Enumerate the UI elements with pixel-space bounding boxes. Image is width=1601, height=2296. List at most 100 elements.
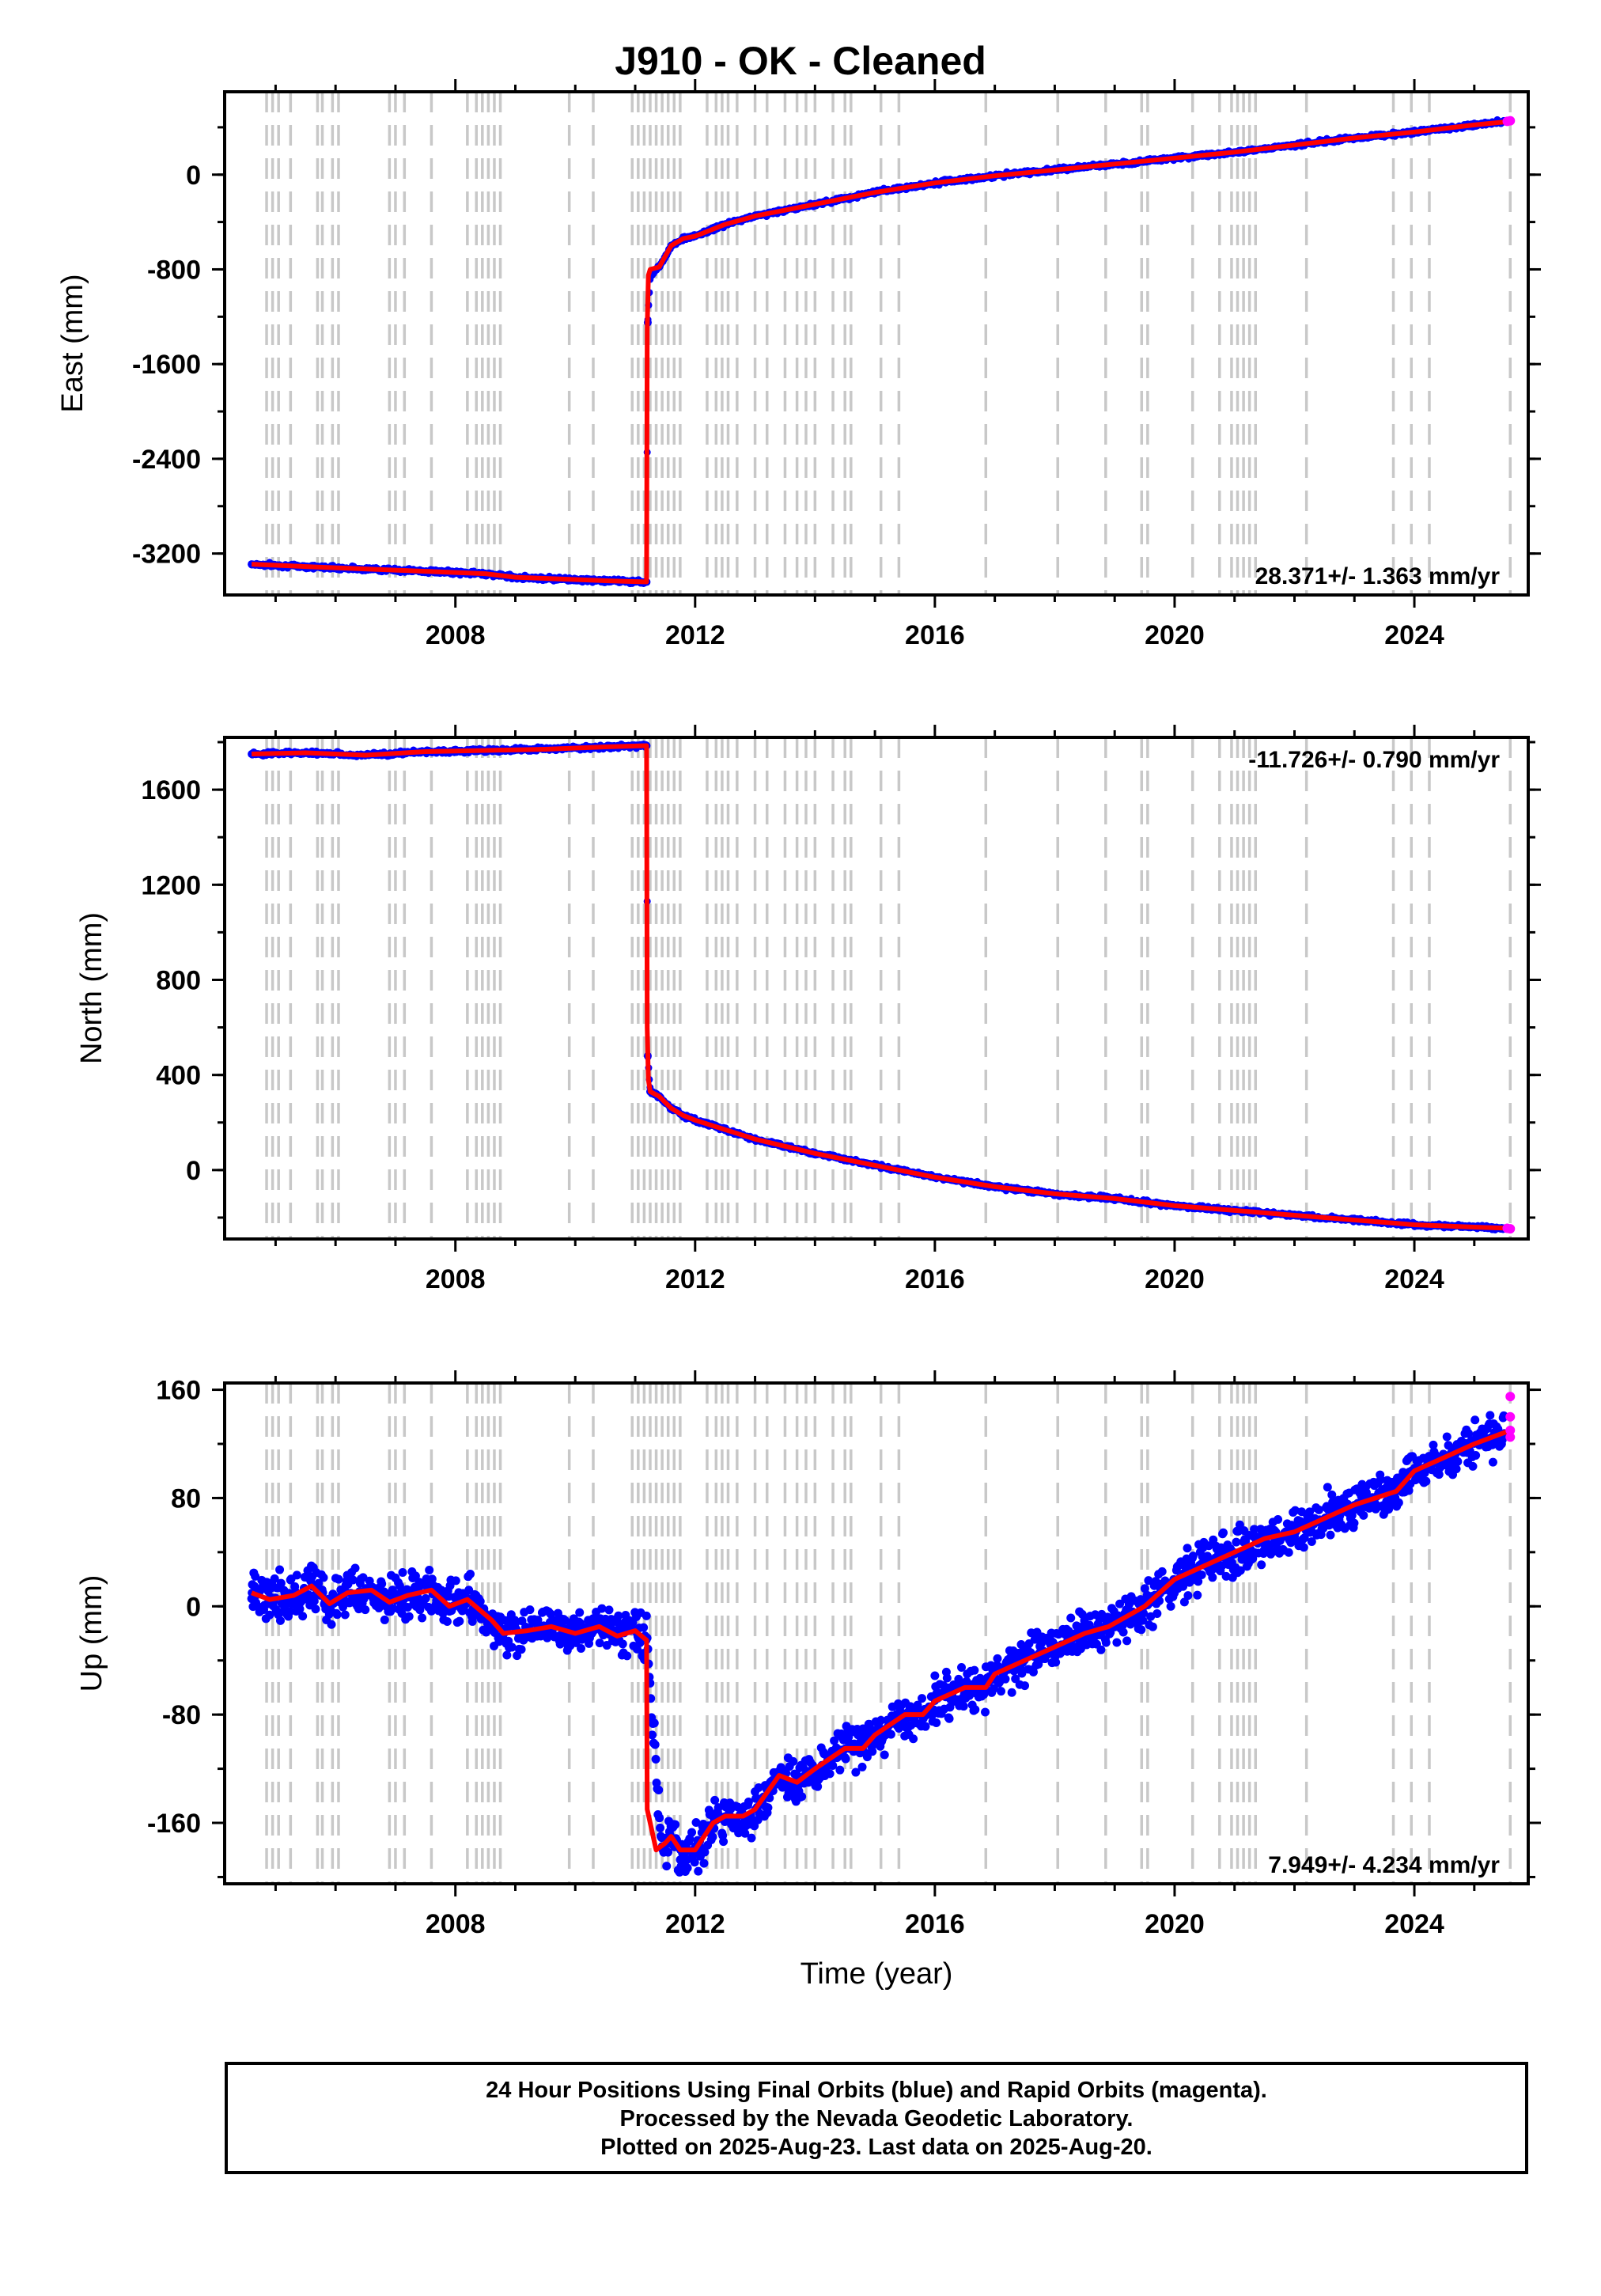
x-tick-label: 2020 bbox=[1145, 620, 1205, 650]
final-orbit-point bbox=[455, 1616, 464, 1626]
y-tick-label: 800 bbox=[156, 965, 201, 995]
final-orbit-point bbox=[597, 1604, 607, 1613]
y-tick-label: 400 bbox=[156, 1061, 201, 1091]
final-orbit-point bbox=[1020, 1681, 1030, 1691]
final-orbit-point bbox=[265, 1610, 274, 1620]
y-axis-label-north: North (mm) bbox=[75, 912, 108, 1064]
final-orbit-point bbox=[421, 1593, 430, 1603]
final-orbit-point bbox=[595, 1639, 604, 1648]
page-title: J910 - OK - Cleaned bbox=[615, 39, 986, 83]
final-orbit-point bbox=[719, 1837, 729, 1847]
final-orbit-point bbox=[648, 1730, 657, 1740]
final-orbit-point bbox=[577, 1643, 586, 1653]
final-orbit-point bbox=[418, 1613, 427, 1623]
final-orbit-point bbox=[789, 1756, 798, 1766]
final-orbit-point bbox=[525, 1605, 535, 1615]
final-orbit-point bbox=[880, 1750, 889, 1760]
final-orbit-point bbox=[614, 1611, 623, 1620]
final-orbit-point bbox=[959, 1702, 968, 1711]
final-orbit-point bbox=[957, 1663, 967, 1673]
final-orbit-point bbox=[942, 1673, 952, 1683]
final-orbit-point bbox=[442, 1616, 452, 1626]
x-tick-label: 2012 bbox=[665, 620, 725, 650]
final-orbit-point bbox=[639, 1623, 649, 1632]
final-orbit-point bbox=[1007, 1688, 1016, 1697]
final-orbit-point bbox=[649, 1718, 659, 1728]
step-lines-up bbox=[265, 1383, 1512, 1884]
final-orbit-point bbox=[713, 1803, 723, 1813]
final-orbit-point bbox=[494, 1637, 504, 1646]
final-orbit-point bbox=[841, 1754, 850, 1764]
final-orbit-point bbox=[275, 1616, 285, 1625]
final-orbit-point bbox=[913, 1700, 922, 1710]
final-orbit-point bbox=[835, 1765, 845, 1775]
final-orbit-point bbox=[285, 1607, 294, 1616]
final-orbit-point bbox=[700, 1847, 710, 1857]
final-orbit-point bbox=[475, 1597, 485, 1606]
final-orbit-point bbox=[763, 1803, 773, 1813]
y-tick-label: 0 bbox=[186, 161, 201, 191]
rapid-orbits-series-north bbox=[1502, 1223, 1516, 1234]
plot-frame-east bbox=[223, 90, 1530, 597]
final-orbit-point bbox=[292, 1570, 301, 1580]
final-orbit-point bbox=[744, 1798, 753, 1807]
step-lines-east bbox=[265, 92, 1512, 595]
y-tick-label: -3200 bbox=[132, 540, 201, 570]
final-orbit-point bbox=[319, 1573, 328, 1582]
final-orbit-point bbox=[656, 1823, 665, 1832]
rapid-orbits-series-east bbox=[1502, 116, 1516, 127]
plot-frame-north bbox=[223, 736, 1530, 1241]
final-orbit-point bbox=[348, 1575, 358, 1585]
y-tick-label: -1600 bbox=[132, 350, 201, 380]
final-orbit-point bbox=[361, 1605, 370, 1615]
velocity-rate-label-north: -11.726+/- 0.790 mm/yr bbox=[1248, 747, 1500, 773]
final-orbit-point bbox=[906, 1702, 915, 1711]
final-orbit-point bbox=[350, 1563, 360, 1573]
final-orbit-point bbox=[694, 1866, 703, 1876]
final-orbit-point bbox=[358, 1573, 368, 1582]
final-orbit-point bbox=[425, 1565, 434, 1574]
final-orbit-point bbox=[275, 1565, 285, 1574]
final-orbit-point bbox=[642, 1611, 651, 1620]
x-tick-label: 2008 bbox=[426, 1264, 486, 1294]
final-orbit-point bbox=[502, 1650, 512, 1660]
model-line-east bbox=[251, 119, 1511, 585]
final-orbit-point bbox=[404, 1612, 414, 1621]
final-orbit-point bbox=[651, 1755, 660, 1764]
final-orbit-point bbox=[311, 1605, 320, 1614]
rapid-orbit-point bbox=[1505, 116, 1516, 126]
final-orbit-point bbox=[398, 1568, 407, 1578]
final-orbit-point bbox=[710, 1795, 720, 1805]
final-orbit-point bbox=[664, 1847, 673, 1857]
velocity-rate-label-east: 28.371+/- 1.363 mm/yr bbox=[1255, 563, 1501, 589]
final-orbit-point bbox=[517, 1645, 526, 1654]
final-orbit-point bbox=[655, 1813, 664, 1823]
final-orbit-point bbox=[909, 1734, 918, 1744]
y-axis-label-east: East (mm) bbox=[56, 274, 89, 412]
final-orbit-point bbox=[828, 1760, 838, 1770]
final-orbit-point bbox=[981, 1707, 990, 1717]
x-tick-label: 2012 bbox=[665, 1264, 725, 1294]
final-orbit-point bbox=[921, 1722, 930, 1731]
x-tick-label: 2024 bbox=[1384, 1264, 1444, 1294]
x-tick-label: 2024 bbox=[1384, 620, 1444, 650]
final-orbit-point bbox=[687, 1828, 697, 1837]
final-orbit-point bbox=[427, 1574, 437, 1584]
step-lines-north bbox=[265, 737, 1512, 1239]
final-orbit-point bbox=[944, 1714, 954, 1723]
final-orbit-point bbox=[971, 1705, 980, 1714]
final-orbit-point bbox=[708, 1832, 717, 1842]
final-orbit-point bbox=[932, 1718, 941, 1728]
final-orbit-point bbox=[970, 1665, 979, 1675]
final-orbit-point bbox=[314, 1578, 324, 1588]
final-orbit-point bbox=[671, 1820, 680, 1829]
rapid-orbit-point bbox=[1505, 1224, 1516, 1234]
final-orbit-point bbox=[340, 1610, 350, 1620]
final-orbit-point bbox=[650, 1740, 660, 1749]
final-orbit-point bbox=[747, 1833, 756, 1843]
final-orbit-point bbox=[466, 1569, 475, 1578]
x-tick-label: 2020 bbox=[1145, 1264, 1205, 1294]
final-orbit-point bbox=[295, 1604, 305, 1613]
final-orbit-point bbox=[270, 1574, 279, 1583]
final-orbit-point bbox=[334, 1574, 343, 1584]
